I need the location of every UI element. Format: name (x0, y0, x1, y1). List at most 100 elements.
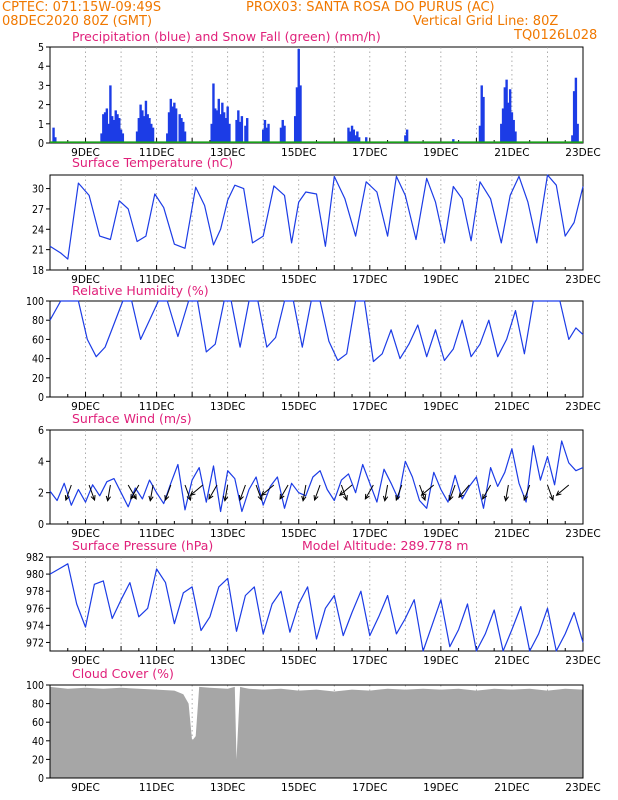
wind-arrow (65, 484, 72, 501)
wind-arrow-head (189, 490, 196, 497)
precip-bar (102, 114, 105, 143)
precip-bar (103, 112, 107, 143)
y-tick-label: 0 (38, 138, 44, 150)
y-tick-label: 0 (38, 773, 44, 785)
precip-bar (212, 83, 215, 143)
precip-bar (574, 77, 578, 143)
wind-arrow (458, 484, 470, 498)
precip-bar (135, 131, 139, 143)
y-tick-label: 30 (32, 184, 44, 196)
x-tick-label: 15DEC (281, 147, 316, 159)
y-tick-label: 20 (32, 373, 44, 385)
precip-bar (116, 114, 119, 143)
precip-bar (166, 133, 169, 143)
precip-bar (52, 127, 55, 143)
header-run-date: 08DEC2020 80Z (GMT) (2, 14, 152, 29)
precip-bar (235, 119, 238, 143)
wind-arrow-head (364, 493, 370, 500)
cloud-area (50, 686, 583, 778)
precip-bar (501, 108, 505, 143)
x-tick-label: 21DEC (494, 782, 529, 794)
header-station: PROX03: SANTA ROSA DO PURUS (AC) (246, 0, 495, 15)
precip-bar (114, 110, 117, 143)
x-tick-label: 17DEC (352, 274, 387, 286)
precip-bar (119, 129, 123, 143)
y-tick-label: 0 (38, 392, 44, 404)
x-tick-label: 15DEC (281, 528, 316, 540)
precip-bar (110, 116, 114, 143)
panel-4: 972 974 976 978 980 982 9DEC 11DEC 13DEC 15DEC 17D… (26, 552, 601, 667)
panel-frame (49, 174, 584, 271)
precip-bar (237, 110, 240, 143)
y-tick-label: 982 (26, 552, 44, 564)
x-tick-label: 19DEC (423, 655, 458, 667)
wind-arrow-head (338, 490, 345, 497)
wind-arrow-head (279, 493, 285, 500)
precip-bar (144, 100, 148, 143)
precip-bar (150, 123, 153, 143)
y-tick-label: 40 (32, 736, 44, 748)
x-tick-label: 11DEC (139, 782, 174, 794)
series-line-1 (49, 174, 584, 260)
panel-0: 0 1 2 3 4 5 9DEC 11DEC 13DEC 15DEC 17DEC 19DEC 21DEC… (38, 42, 601, 159)
precip-bar (350, 125, 354, 143)
wind-arrow (523, 484, 531, 501)
wind-arrow (130, 484, 140, 500)
y-tick-label: 27 (32, 204, 44, 216)
wind-title: Surface Wind (m/s) (72, 411, 192, 426)
x-tick-label: 17DEC (352, 655, 387, 667)
x-tick-label: 21DEC (494, 655, 529, 667)
precip-bar (217, 98, 220, 143)
y-tick-label: 80 (32, 315, 44, 327)
x-tick-label: 19DEC (423, 147, 458, 159)
wind-arrow (239, 484, 246, 501)
model-altitude: Model Altitude: 289.778 m (302, 538, 468, 553)
x-tick-label: 21DEC (494, 528, 529, 540)
x-tick-label: 15DEC (281, 782, 316, 794)
wind-arrow (340, 484, 348, 501)
wind-arrow-head (448, 495, 454, 502)
precip-bar (571, 135, 574, 143)
wind-arrow (449, 484, 456, 501)
panel-5: 0 20 40 60 80 100 9DEC 11DEC 13DEC 15DEC 17DEC 19DE… (26, 680, 601, 794)
precip-bar (226, 106, 229, 143)
precip-bar (295, 87, 299, 143)
wind-arrow-head (555, 490, 562, 497)
precip-bar (54, 137, 57, 143)
precip-bar (240, 116, 244, 143)
x-tick-label: 21DEC (494, 147, 529, 159)
wind-arrow (184, 484, 191, 501)
precip-bar (210, 123, 213, 143)
x-tick-label: 11DEC (139, 528, 174, 540)
precip-bar (267, 123, 270, 143)
y-tick-label: 21 (32, 245, 44, 257)
wind-arrow (224, 484, 229, 501)
wind-arrow-head (64, 495, 70, 502)
x-tick-label: 13DEC (210, 274, 245, 286)
precip-bar (105, 108, 109, 143)
precip-bar (112, 119, 116, 143)
precip-bar (219, 114, 222, 143)
wind-arrow (395, 484, 403, 501)
wind-arrow (149, 484, 154, 501)
precip-bar (215, 110, 219, 143)
y-tick-label: 3 (38, 80, 44, 92)
precip-bar (503, 87, 507, 143)
x-tick-label: 19DEC (423, 274, 458, 286)
y-tick-label: 80 (32, 699, 44, 711)
temperature-title: Surface Temperature (nC) (72, 155, 233, 170)
precip-bar (480, 85, 483, 143)
precip-bar (139, 104, 142, 143)
precip-bar (171, 106, 174, 143)
wind-arrow-head (301, 495, 307, 502)
precip-bar (500, 123, 503, 143)
precip-bar (283, 125, 286, 143)
wind-arrow-head (549, 495, 554, 502)
precip-bar (576, 123, 579, 143)
wind-arrow-head (458, 492, 464, 499)
x-tick-label: 23DEC (565, 528, 600, 540)
y-tick-label: 978 (26, 586, 44, 598)
precip-bar (121, 133, 125, 143)
precip-bar (265, 127, 268, 143)
x-tick-label: 13DEC (210, 401, 245, 413)
